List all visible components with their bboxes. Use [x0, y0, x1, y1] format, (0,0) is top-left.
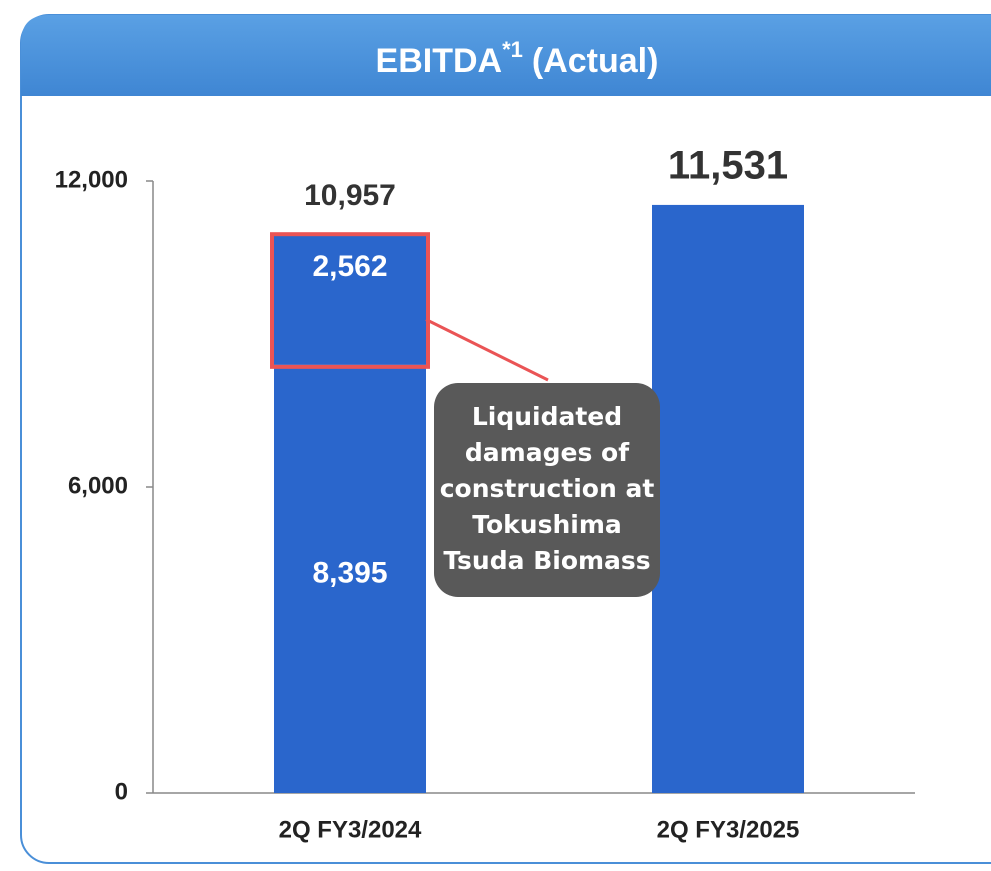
x-tick-label: 2Q FY3/2024 [279, 816, 422, 843]
chart-title: EBITDA*1 (Actual) [376, 37, 659, 80]
title-suffix: (Actual) [532, 42, 659, 80]
bar-segment [274, 364, 426, 793]
x-tick-label: 2Q FY3/2025 [657, 816, 800, 843]
y-tick-label: 6,000 [68, 472, 128, 499]
title-superscript: *1 [502, 37, 523, 62]
annotation-line: damages of [465, 438, 630, 467]
y-tick-label: 12,000 [55, 166, 128, 193]
highlight-box [270, 232, 430, 369]
callout-line [425, 318, 549, 382]
bar-segment [274, 234, 426, 365]
value-label: 8,395 [312, 557, 387, 590]
panel-header [21, 15, 991, 96]
annotation-box [434, 383, 660, 597]
annotation-line: Tsuda Biomass [443, 546, 650, 575]
total-label: 10,957 [304, 179, 396, 212]
title-main: EBITDA [376, 42, 503, 80]
y-tick-label: 0 [115, 778, 128, 805]
bar-segment [652, 204, 804, 793]
annotation-line: construction at [440, 474, 655, 503]
total-label: 11,531 [668, 143, 788, 187]
annotation-line: Tokushima [472, 510, 622, 539]
value-label: 2,562 [312, 250, 387, 283]
annotation-line: Liquidated [472, 402, 622, 431]
